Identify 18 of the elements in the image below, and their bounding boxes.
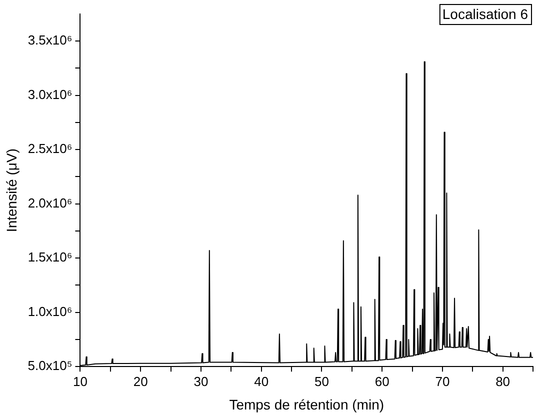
x-tick-label: 50 — [314, 374, 329, 389]
x-tick-label: 40 — [254, 374, 269, 389]
y-tick-label: 3.0x10⁶ — [28, 86, 72, 102]
x-axis-title: Temps de rétention (min) — [229, 396, 384, 412]
y-tick-label: 3.5x10⁶ — [28, 32, 72, 48]
x-tick-label: 10 — [72, 374, 88, 389]
y-axis-title: Intensité (μV) — [3, 148, 20, 232]
y-tick-label: 2.5x10⁶ — [28, 141, 72, 156]
y-tick-label: 1.5x10⁶ — [28, 250, 72, 265]
x-tick-label: 60 — [374, 374, 390, 389]
x-tick-label: 80 — [496, 374, 510, 389]
y-tick-label: 1.0x10⁶ — [28, 304, 72, 319]
x-tick-label: 70 — [435, 374, 450, 389]
annotation: Localisation 6 — [442, 6, 528, 22]
y-tick-label: 5.0x10⁵ — [28, 358, 72, 374]
x-tick-label: 20 — [133, 374, 148, 389]
x-tick-label: 30 — [194, 374, 208, 389]
y-tick-label: 2.0x10⁶ — [28, 195, 72, 210]
